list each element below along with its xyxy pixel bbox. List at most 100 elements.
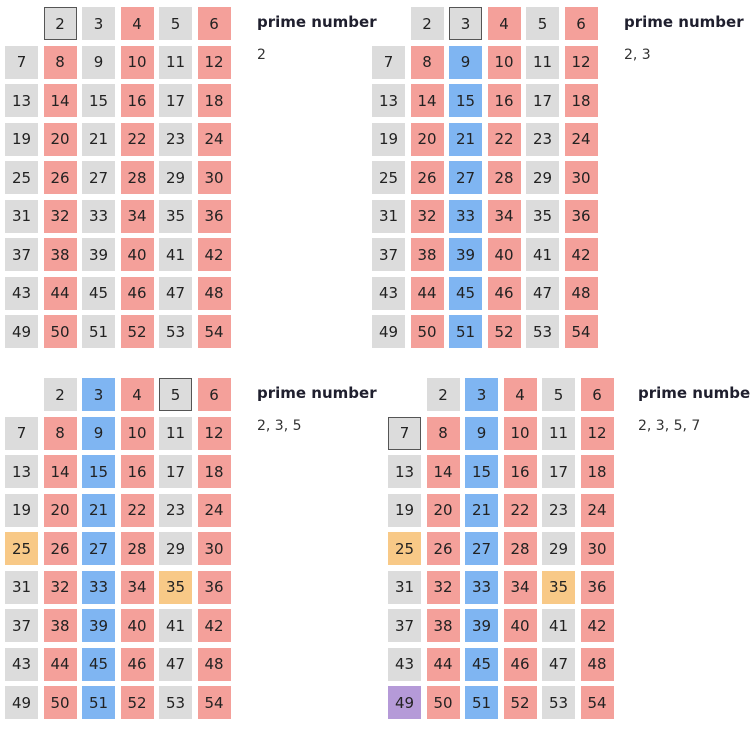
number-cell-24: 24 bbox=[564, 122, 598, 156]
number-cell-18: 18 bbox=[197, 455, 231, 488]
number-cell-52: 52 bbox=[503, 686, 537, 719]
number-cell-15: 15 bbox=[449, 84, 482, 117]
number-cell-11: 11 bbox=[159, 45, 192, 79]
number-cell-33: 33 bbox=[465, 570, 498, 604]
number-cell-9: 9 bbox=[82, 416, 115, 450]
number-cell-24: 24 bbox=[197, 122, 231, 156]
number-cell-30: 30 bbox=[197, 532, 231, 565]
number-cell-39: 39 bbox=[465, 609, 498, 642]
prime-number-list: 2 bbox=[257, 47, 266, 63]
number-cell-4: 4 bbox=[503, 378, 537, 411]
number-cell-21: 21 bbox=[82, 493, 115, 527]
number-cell-25: 25 bbox=[5, 532, 38, 565]
number-cell-39: 39 bbox=[449, 238, 482, 271]
number-cell-48: 48 bbox=[197, 647, 231, 681]
number-cell-50: 50 bbox=[426, 686, 460, 719]
number-cell-14: 14 bbox=[43, 84, 77, 117]
number-cell-19: 19 bbox=[388, 493, 421, 527]
number-cell-37: 37 bbox=[372, 238, 405, 271]
number-cell-27: 27 bbox=[465, 532, 498, 565]
prime-number-list: 2, 3 bbox=[624, 47, 651, 63]
number-cell-15: 15 bbox=[82, 84, 115, 117]
number-cell-51: 51 bbox=[82, 315, 115, 348]
number-cell-37: 37 bbox=[388, 609, 421, 642]
number-cell-19: 19 bbox=[372, 122, 405, 156]
number-cell-42: 42 bbox=[564, 238, 598, 271]
prime-number-list: 2, 3, 5, 7 bbox=[638, 418, 701, 434]
number-cell-42: 42 bbox=[580, 609, 614, 642]
number-cell-45: 45 bbox=[465, 647, 498, 681]
number-cell-32: 32 bbox=[43, 199, 77, 233]
number-cell-32: 32 bbox=[43, 570, 77, 604]
number-cell-10: 10 bbox=[120, 416, 154, 450]
number-cell-46: 46 bbox=[503, 647, 537, 681]
number-cell-43: 43 bbox=[5, 647, 38, 681]
number-cell-53: 53 bbox=[159, 315, 192, 348]
number-cell-43: 43 bbox=[388, 647, 421, 681]
number-cell-22: 22 bbox=[487, 122, 521, 156]
number-cell-49: 49 bbox=[388, 686, 421, 719]
number-cell-5: 5 bbox=[159, 7, 192, 40]
number-cell-5: 5 bbox=[542, 378, 575, 411]
number-cell-3: 3 bbox=[82, 7, 115, 40]
number-cell-47: 47 bbox=[542, 647, 575, 681]
number-cell-4: 4 bbox=[120, 7, 154, 40]
number-cell-27: 27 bbox=[82, 532, 115, 565]
number-cell-24: 24 bbox=[580, 493, 614, 527]
number-cell-49: 49 bbox=[372, 315, 405, 348]
number-cell-33: 33 bbox=[82, 570, 115, 604]
number-cell-20: 20 bbox=[43, 493, 77, 527]
number-cell-6: 6 bbox=[564, 7, 598, 40]
number-cell-28: 28 bbox=[503, 532, 537, 565]
number-cell-28: 28 bbox=[120, 532, 154, 565]
number-cell-16: 16 bbox=[503, 455, 537, 488]
number-cell-29: 29 bbox=[159, 532, 192, 565]
number-cell-22: 22 bbox=[120, 493, 154, 527]
number-cell-8: 8 bbox=[43, 45, 77, 79]
number-cell-46: 46 bbox=[120, 276, 154, 310]
number-cell-43: 43 bbox=[372, 276, 405, 310]
number-cell-2: 2 bbox=[43, 378, 77, 411]
number-cell-33: 33 bbox=[449, 199, 482, 233]
number-cell-40: 40 bbox=[120, 238, 154, 271]
number-cell-35: 35 bbox=[159, 570, 192, 604]
number-cell-23: 23 bbox=[159, 493, 192, 527]
number-cell-7: 7 bbox=[5, 45, 38, 79]
number-cell-18: 18 bbox=[564, 84, 598, 117]
number-cell-13: 13 bbox=[5, 455, 38, 488]
number-cell-26: 26 bbox=[426, 532, 460, 565]
number-cell-30: 30 bbox=[197, 161, 231, 194]
number-cell-17: 17 bbox=[542, 455, 575, 488]
number-cell-21: 21 bbox=[449, 122, 482, 156]
prime-number-list: 2, 3, 5 bbox=[257, 418, 302, 434]
number-cell-47: 47 bbox=[159, 276, 192, 310]
number-cell-44: 44 bbox=[43, 276, 77, 310]
number-cell-13: 13 bbox=[5, 84, 38, 117]
number-cell-34: 34 bbox=[487, 199, 521, 233]
number-cell-54: 54 bbox=[564, 315, 598, 348]
number-cell-26: 26 bbox=[43, 161, 77, 194]
number-cell-36: 36 bbox=[197, 570, 231, 604]
number-cell-27: 27 bbox=[449, 161, 482, 194]
number-cell-14: 14 bbox=[43, 455, 77, 488]
number-cell-18: 18 bbox=[580, 455, 614, 488]
number-cell-50: 50 bbox=[410, 315, 444, 348]
number-cell-45: 45 bbox=[82, 647, 115, 681]
number-cell-25: 25 bbox=[372, 161, 405, 194]
number-cell-41: 41 bbox=[159, 238, 192, 271]
number-cell-28: 28 bbox=[487, 161, 521, 194]
number-cell-16: 16 bbox=[487, 84, 521, 117]
prime-number-heading: prime number bbox=[257, 384, 377, 402]
number-cell-32: 32 bbox=[426, 570, 460, 604]
number-cell-31: 31 bbox=[372, 199, 405, 233]
number-cell-5: 5 bbox=[159, 378, 192, 411]
number-cell-53: 53 bbox=[526, 315, 559, 348]
number-cell-6: 6 bbox=[580, 378, 614, 411]
number-cell-36: 36 bbox=[564, 199, 598, 233]
number-cell-33: 33 bbox=[82, 199, 115, 233]
number-cell-48: 48 bbox=[580, 647, 614, 681]
number-cell-40: 40 bbox=[120, 609, 154, 642]
number-cell-11: 11 bbox=[542, 416, 575, 450]
number-cell-53: 53 bbox=[159, 686, 192, 719]
number-cell-38: 38 bbox=[410, 238, 444, 271]
